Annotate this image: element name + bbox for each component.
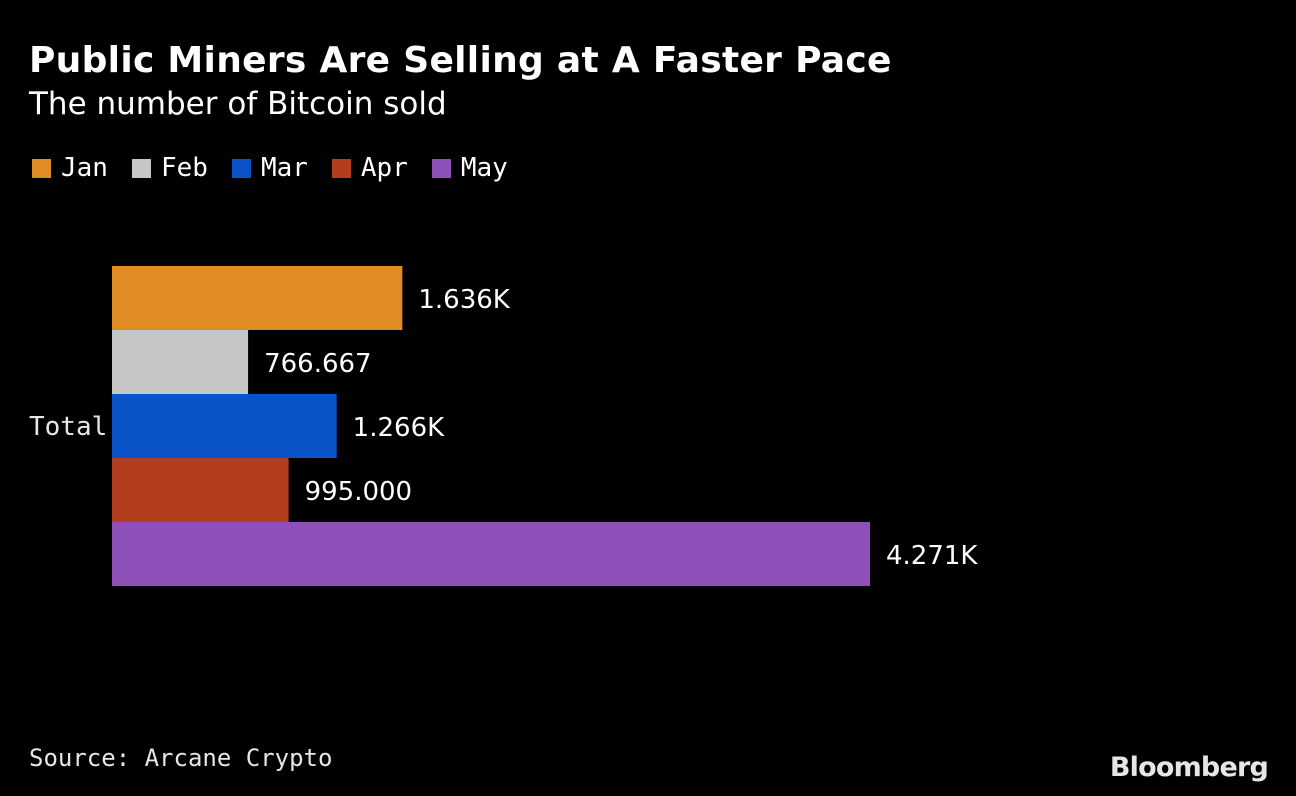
bar-mar <box>112 394 337 458</box>
legend-label-apr: Apr <box>360 153 408 183</box>
legend-label-feb: Feb <box>160 153 208 183</box>
bar-feb <box>112 330 249 394</box>
chart-subtitle: The number of Bitcoin sold <box>29 86 447 122</box>
legend-swatch-feb <box>131 158 151 178</box>
legend-item-jan: Jan <box>32 153 108 183</box>
legend-item-apr: Apr <box>331 153 408 183</box>
data-label-apr: 995.000 <box>305 477 413 507</box>
bar-apr <box>112 458 289 522</box>
data-label-feb: 766.667 <box>264 349 372 379</box>
data-label-mar: 1.266K <box>353 413 445 443</box>
legend: Jan Feb Mar Apr May <box>32 153 532 183</box>
chart-title: Public Miners Are Selling at A Faster Pa… <box>29 40 892 81</box>
source-note: Source: Arcane Crypto <box>29 744 333 772</box>
legend-label-jan: Jan <box>61 153 108 183</box>
legend-swatch-apr <box>331 158 351 178</box>
legend-swatch-jan <box>32 158 51 178</box>
legend-item-may: May <box>431 153 508 183</box>
legend-item-mar: Mar <box>231 153 308 183</box>
bar-jan <box>112 266 403 330</box>
data-label-jan: 1.636K <box>418 285 510 315</box>
legend-label-may: May <box>460 153 508 183</box>
bloomberg-logo: Bloomberg <box>1109 752 1269 783</box>
legend-swatch-mar <box>231 158 251 178</box>
legend-label-mar: Mar <box>260 153 308 183</box>
bar-may <box>112 522 870 586</box>
category-label-total: Total <box>29 412 107 442</box>
legend-item-feb: Feb <box>131 153 208 183</box>
legend-swatch-may <box>431 158 451 178</box>
data-label-may: 4.271K <box>886 541 978 571</box>
